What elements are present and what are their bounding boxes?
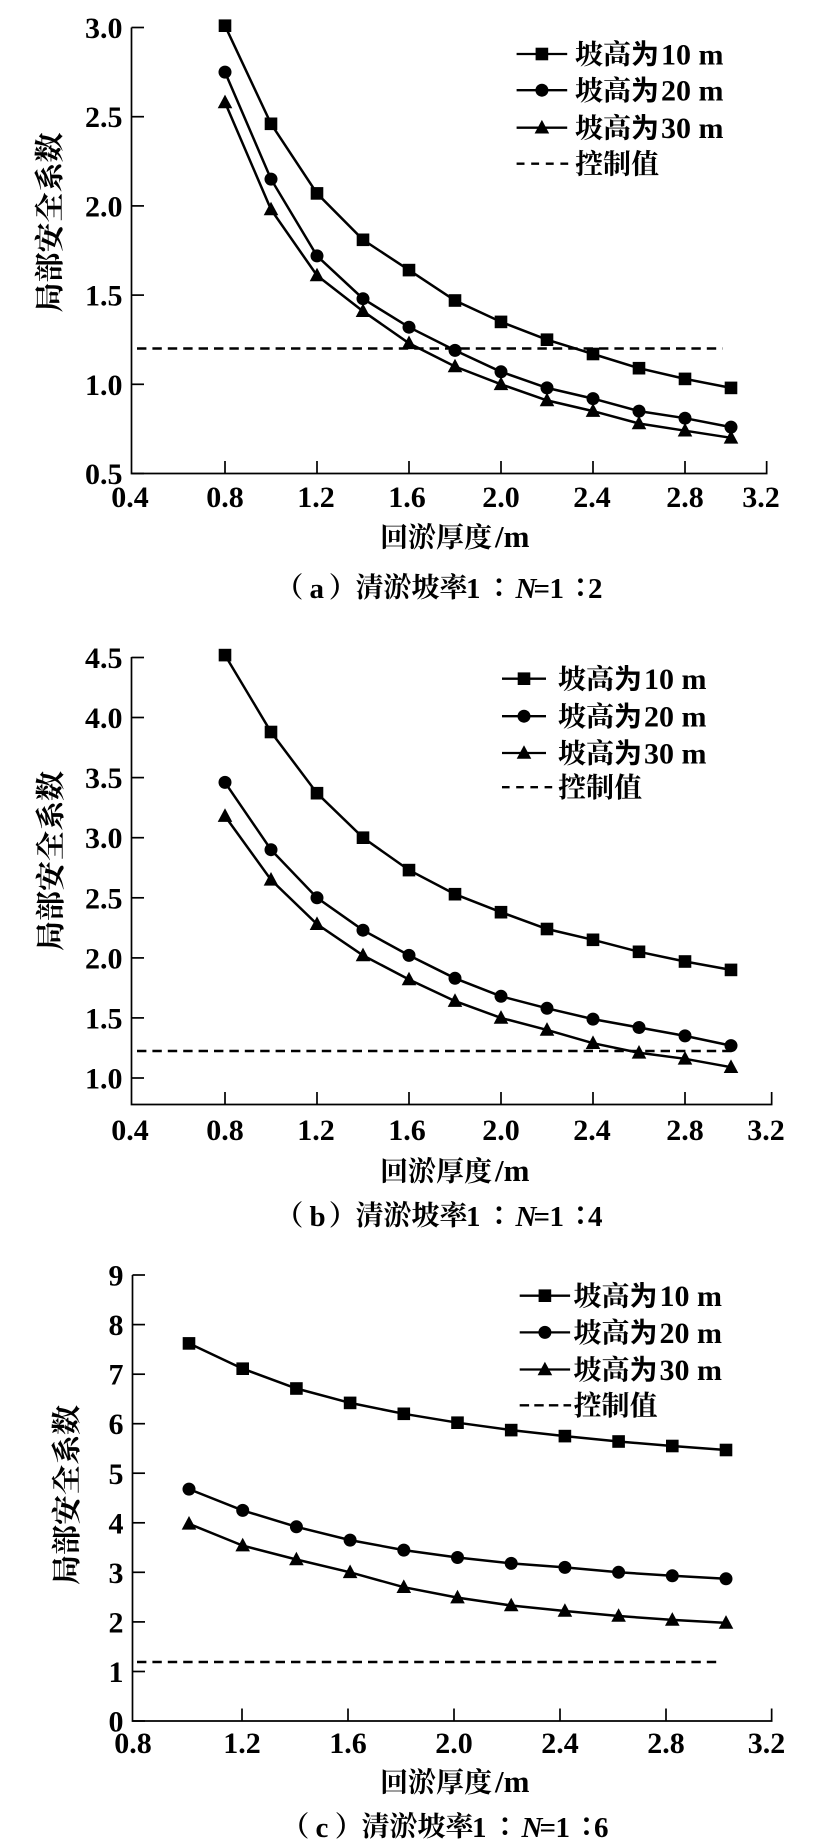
- svg-text:3: 3: [109, 1557, 124, 1590]
- svg-text:2.5: 2.5: [85, 101, 123, 134]
- svg-text:5: 5: [109, 1458, 124, 1491]
- svg-text:30 m: 30 m: [660, 1354, 723, 1387]
- svg-text:2.0: 2.0: [85, 942, 123, 975]
- svg-text:1.2: 1.2: [297, 481, 335, 514]
- svg-text:/m: /m: [494, 1153, 530, 1188]
- svg-text:3.2: 3.2: [742, 481, 780, 514]
- svg-text:2.5: 2.5: [85, 882, 123, 915]
- svg-text:1.5: 1.5: [85, 280, 123, 313]
- svg-text:1: 1: [466, 573, 481, 605]
- svg-text:8: 8: [109, 1309, 124, 1342]
- svg-text:/m: /m: [494, 1764, 530, 1799]
- svg-text:9: 9: [109, 1260, 124, 1293]
- svg-text:2.8: 2.8: [647, 1727, 685, 1760]
- svg-text:1: 1: [466, 1201, 481, 1233]
- svg-text:1.0: 1.0: [85, 1063, 123, 1096]
- svg-text:1.6: 1.6: [388, 481, 426, 514]
- svg-text:4.5: 4.5: [85, 642, 123, 675]
- svg-text:3.5: 3.5: [85, 762, 123, 795]
- svg-text:30 m: 30 m: [661, 112, 724, 145]
- svg-text:1.2: 1.2: [223, 1727, 261, 1760]
- svg-text:4.0: 4.0: [85, 702, 123, 735]
- svg-text:7: 7: [109, 1359, 124, 1392]
- svg-text:0.5: 0.5: [85, 458, 123, 491]
- svg-text:3.0: 3.0: [85, 12, 123, 45]
- svg-text:0: 0: [109, 1706, 124, 1739]
- svg-text:1: 1: [556, 1812, 571, 1844]
- svg-text:10 m: 10 m: [661, 39, 724, 72]
- svg-text:4: 4: [109, 1507, 124, 1540]
- svg-text:2.0: 2.0: [435, 1727, 473, 1760]
- svg-text:2.0: 2.0: [85, 190, 123, 223]
- svg-text:6: 6: [594, 1812, 609, 1844]
- svg-text:c: c: [316, 1812, 329, 1844]
- svg-text:0.4: 0.4: [111, 1114, 149, 1147]
- svg-text:4: 4: [588, 1201, 603, 1233]
- svg-text:1: 1: [550, 1201, 565, 1233]
- svg-text:3.2: 3.2: [748, 1727, 786, 1760]
- svg-text:1: 1: [550, 573, 565, 605]
- svg-text:b: b: [310, 1201, 326, 1233]
- svg-text:1.0: 1.0: [85, 369, 123, 402]
- svg-text:2.8: 2.8: [666, 1114, 704, 1147]
- svg-text:2.4: 2.4: [541, 1727, 579, 1760]
- svg-text:1.6: 1.6: [388, 1114, 426, 1147]
- svg-text:20 m: 20 m: [661, 75, 724, 108]
- svg-text:6: 6: [109, 1408, 124, 1441]
- svg-text:2.0: 2.0: [482, 481, 520, 514]
- svg-text:3.2: 3.2: [747, 1114, 785, 1147]
- svg-text:1.5: 1.5: [85, 1002, 123, 1035]
- svg-text:10 m: 10 m: [644, 663, 707, 696]
- svg-text:N: N: [521, 1812, 544, 1844]
- svg-text:=: =: [534, 1201, 551, 1233]
- svg-text:=: =: [540, 1812, 557, 1844]
- svg-text:2.4: 2.4: [573, 1114, 611, 1147]
- svg-text:20 m: 20 m: [644, 701, 707, 734]
- svg-text:0.8: 0.8: [114, 1727, 152, 1760]
- svg-text:3.0: 3.0: [85, 822, 123, 855]
- svg-text:30 m: 30 m: [644, 738, 707, 771]
- svg-text:=: =: [534, 573, 551, 605]
- svg-text:1.6: 1.6: [329, 1727, 367, 1760]
- svg-text:2.0: 2.0: [482, 1114, 520, 1147]
- svg-text:10 m: 10 m: [660, 1280, 723, 1313]
- svg-text:0.4: 0.4: [111, 481, 149, 514]
- svg-text:2: 2: [588, 573, 603, 605]
- svg-text:1: 1: [472, 1812, 487, 1844]
- svg-text:2: 2: [109, 1606, 124, 1639]
- svg-text:0.8: 0.8: [206, 481, 244, 514]
- svg-text:20 m: 20 m: [660, 1317, 723, 1350]
- svg-text:1: 1: [109, 1656, 124, 1689]
- svg-text:2.8: 2.8: [666, 481, 704, 514]
- svg-text:a: a: [310, 573, 325, 605]
- svg-text:N: N: [515, 573, 538, 605]
- svg-text:/m: /m: [494, 519, 530, 554]
- svg-text:1.2: 1.2: [297, 1114, 335, 1147]
- svg-text:N: N: [515, 1201, 538, 1233]
- svg-text:0.8: 0.8: [206, 1114, 244, 1147]
- svg-text:2.4: 2.4: [573, 481, 611, 514]
